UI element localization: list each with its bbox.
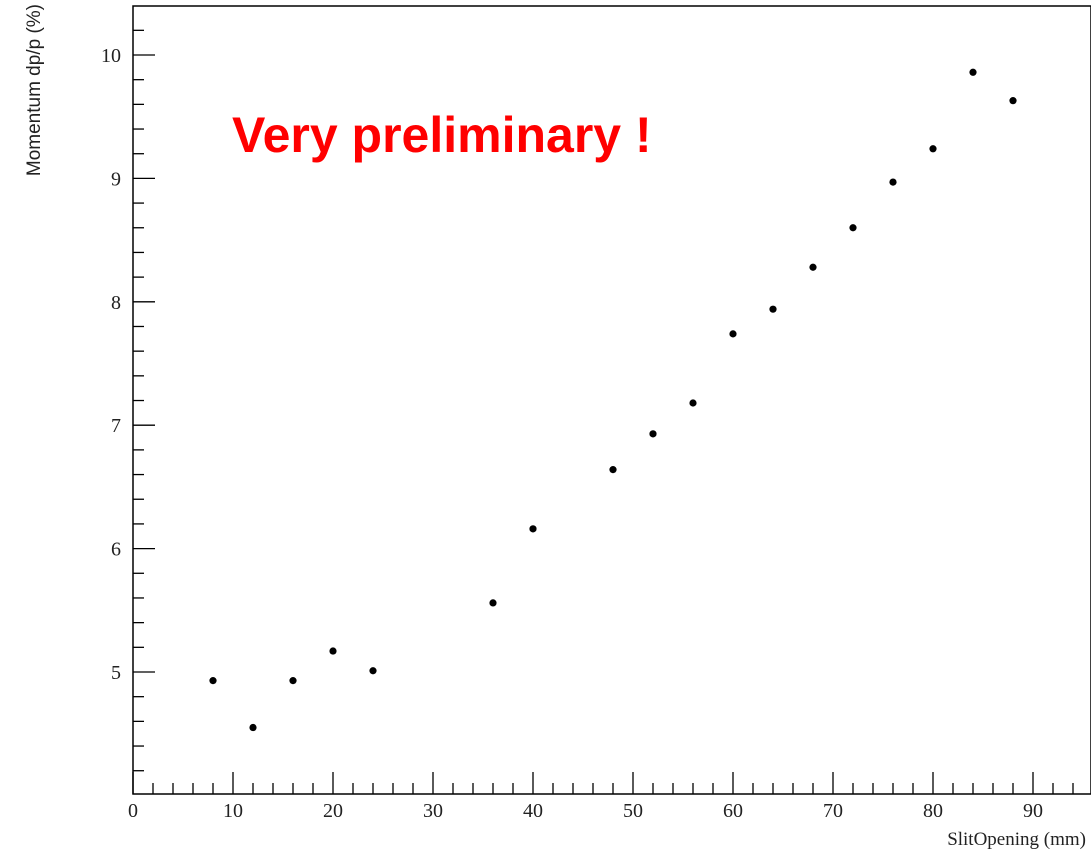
data-points [209, 68, 1017, 732]
data-point [849, 224, 857, 232]
data-point [1009, 97, 1017, 105]
y-axis-tick-labels: 5 6 7 8 9 10 [101, 45, 121, 684]
y-tick-label: 5 [111, 662, 121, 684]
preliminary-annotation: Very preliminary ! [232, 107, 652, 163]
data-point [929, 145, 937, 153]
y-tick-label: 9 [111, 168, 121, 190]
x-axis-tick-labels: 0 10 20 30 40 50 60 70 80 90 [128, 800, 1043, 822]
data-point [289, 677, 297, 685]
x-tick-label: 70 [823, 800, 843, 822]
data-point [649, 430, 657, 438]
x-tick-label: 60 [723, 800, 743, 822]
x-axis-title: SlitOpening (mm) [947, 829, 1086, 850]
x-tick-label: 20 [323, 800, 343, 822]
data-point [729, 330, 737, 338]
data-point [809, 263, 817, 271]
y-axis-ticks [133, 29, 155, 772]
data-point [329, 647, 337, 655]
x-tick-label: 90 [1023, 800, 1043, 822]
x-tick-label: 10 [223, 800, 243, 822]
x-tick-label: 50 [623, 800, 643, 822]
data-point [889, 178, 897, 186]
x-tick-label: 0 [128, 800, 138, 822]
data-point [609, 466, 617, 474]
data-point [369, 667, 377, 675]
data-point [489, 599, 497, 607]
x-tick-label: 30 [423, 800, 443, 822]
data-point [249, 723, 257, 732]
data-point [529, 525, 537, 533]
x-tick-label: 40 [523, 800, 543, 822]
data-point [209, 677, 217, 685]
data-point [769, 305, 777, 313]
data-point [689, 399, 697, 407]
y-axis-title: Momentum dp/p (%) [24, 4, 45, 176]
y-tick-label: 7 [111, 415, 121, 437]
data-point [969, 68, 977, 76]
y-tick-label: 8 [111, 292, 121, 314]
x-axis-ticks [132, 772, 1074, 794]
y-tick-label: 6 [111, 539, 121, 561]
x-tick-label: 80 [923, 800, 943, 822]
y-tick-label: 10 [101, 45, 121, 67]
